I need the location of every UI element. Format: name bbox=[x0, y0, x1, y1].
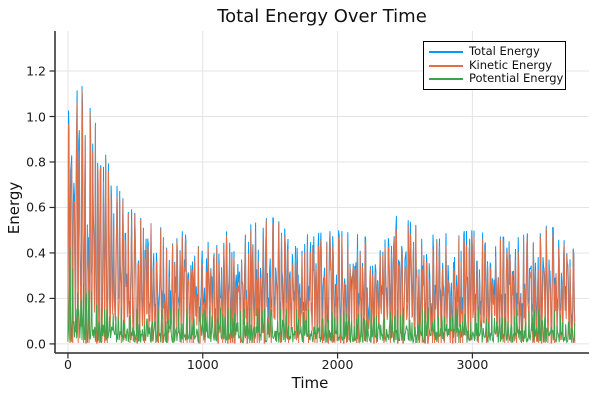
legend-line-sample-potential bbox=[429, 78, 463, 81]
x-tick-label: 2000 bbox=[321, 357, 354, 372]
legend-line-sample-kinetic bbox=[429, 64, 463, 67]
legend-item-total-energy: Total Energy bbox=[429, 46, 565, 58]
legend: Total Energy Kinetic Energy Potential En… bbox=[423, 41, 566, 90]
y-tick-label: 0.0 bbox=[26, 336, 46, 352]
chart-title: Total Energy Over Time bbox=[217, 6, 427, 27]
x-tick-label: 0 bbox=[63, 357, 72, 372]
legend-label-potential: Potential Energy bbox=[469, 71, 564, 86]
legend-item-kinetic-energy: Kinetic Energy bbox=[429, 57, 565, 72]
series-line-kinetic-energy bbox=[67, 89, 576, 345]
legend-label-kinetic: Kinetic Energy bbox=[469, 57, 553, 72]
y-tick-label: 1.2 bbox=[26, 63, 46, 79]
series-line-potential-energy bbox=[67, 247, 576, 345]
y-tick-label: 0.6 bbox=[26, 199, 46, 215]
x-axis-label: Time bbox=[291, 374, 329, 392]
x-tick-label: 3000 bbox=[456, 357, 489, 372]
y-tick-label: 1.0 bbox=[26, 109, 46, 124]
x-tick-label: 1000 bbox=[186, 357, 219, 372]
y-tick-label: 0.4 bbox=[26, 245, 46, 261]
legend-item-potential-energy: Potential Energy bbox=[429, 73, 565, 85]
legend-line-sample-total bbox=[429, 50, 463, 53]
y-tick-label: 0.2 bbox=[26, 290, 46, 306]
legend-label-total: Total Energy bbox=[469, 44, 540, 59]
y-tick-label: 0.8 bbox=[26, 154, 46, 170]
